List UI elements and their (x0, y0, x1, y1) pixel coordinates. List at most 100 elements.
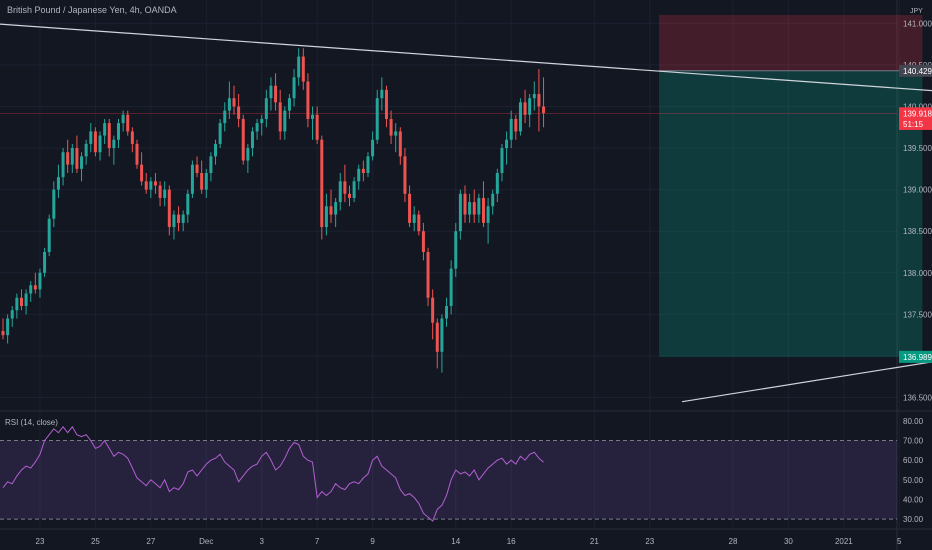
candle-body (117, 123, 120, 140)
candle-body (417, 214, 421, 232)
candle-body (112, 139, 116, 149)
time-tick-label: 16 (507, 537, 516, 546)
rsi-title: RSI (14, close) (5, 418, 58, 427)
candle-body (121, 114, 125, 124)
price-badge (899, 117, 932, 130)
candle-body (366, 156, 370, 173)
candle-body (334, 202, 338, 215)
candle-body (29, 285, 33, 294)
candle-body (15, 297, 19, 311)
candle-body (283, 110, 287, 132)
candle-body (495, 173, 499, 194)
rsi-line (2, 425, 544, 522)
candle-body (371, 139, 375, 157)
candle-body (440, 318, 444, 352)
rsi-tick-label: 50.00 (903, 476, 924, 485)
time-tick-label: 9 (370, 537, 375, 546)
price-badge (899, 107, 932, 120)
candle-body (84, 143, 88, 157)
candle-body (361, 168, 365, 173)
candle-body (403, 156, 407, 194)
candle-body (6, 318, 10, 336)
candle-body (149, 181, 153, 190)
candle-body (292, 77, 296, 99)
candle-body (237, 106, 241, 119)
candle-body (223, 110, 227, 124)
candle-body (52, 189, 56, 219)
candle-body (89, 131, 93, 144)
candle-body (463, 193, 467, 215)
candle-body (394, 131, 398, 136)
candle-body (287, 98, 291, 111)
candle-body (320, 139, 324, 228)
rsi-tick-label: 80.00 (903, 417, 924, 426)
candle-body (357, 168, 361, 182)
candle-body (306, 81, 310, 119)
trendlines[interactable] (0, 23, 932, 403)
candle-body (153, 181, 157, 186)
candle-body (338, 181, 342, 203)
trendline[interactable] (682, 338, 932, 403)
trendline[interactable] (0, 23, 932, 100)
candle-body (140, 164, 144, 182)
price-tick-label: 139.000 (903, 186, 932, 195)
time-tick-label: 28 (729, 537, 738, 546)
currency-label: JPY (910, 8, 923, 15)
candle-body (435, 322, 439, 352)
candle-body (103, 123, 107, 136)
time-tick-label: 25 (91, 537, 100, 546)
candle-body (186, 193, 190, 215)
rsi-series-line (2, 425, 544, 522)
candles (1, 48, 546, 373)
candle-body (491, 193, 495, 207)
candle-body (343, 181, 347, 194)
price-tick-label: 139.500 (903, 144, 932, 153)
candle-body (66, 152, 70, 165)
candle-body (389, 118, 393, 136)
candle-body (250, 131, 254, 149)
candle-body (1, 331, 5, 336)
candle-body (260, 118, 264, 124)
time-tick-label: 5 (897, 537, 902, 546)
rsi-tick-label: 60.00 (903, 456, 924, 465)
candle-body (408, 193, 412, 223)
candle-body (98, 135, 102, 153)
candle-body (209, 156, 213, 173)
candle-body (214, 143, 218, 157)
price-tick-label: 141.000 (903, 19, 932, 28)
candle-body (329, 206, 333, 215)
candle-body (468, 202, 472, 215)
time-tick-label: 30 (784, 537, 793, 546)
candle-body (43, 252, 47, 273)
candle-body (458, 193, 462, 232)
candle-body (255, 123, 259, 132)
candle-body (375, 98, 379, 140)
short-position-tool[interactable] (0, 15, 923, 357)
candle-body (56, 177, 60, 190)
candle-body (542, 106, 546, 114)
symbol-title: British Pound / Japanese Yen, 4h, OANDA (7, 5, 177, 15)
candle-body (449, 268, 453, 307)
candle-body (172, 214, 176, 228)
candle-body (177, 214, 181, 223)
stop-zone[interactable] (659, 15, 923, 71)
rsi-band (0, 440, 897, 520)
time-tick-label: Dec (199, 537, 213, 546)
candle-body (190, 164, 194, 194)
candle-body (47, 218, 51, 252)
candle-body (528, 98, 532, 115)
target-zone[interactable] (659, 70, 923, 357)
candle-body (509, 118, 513, 140)
rsi-tick-label: 40.00 (903, 495, 924, 504)
candle-body (315, 114, 319, 140)
candle-body (532, 94, 536, 99)
time-tick-label: 21 (590, 537, 599, 546)
time-tick-label: 23 (36, 537, 45, 546)
time-tick-label: 7 (315, 537, 320, 546)
candle-body (454, 231, 458, 269)
candle-body (523, 102, 527, 115)
candle-body (384, 89, 388, 119)
